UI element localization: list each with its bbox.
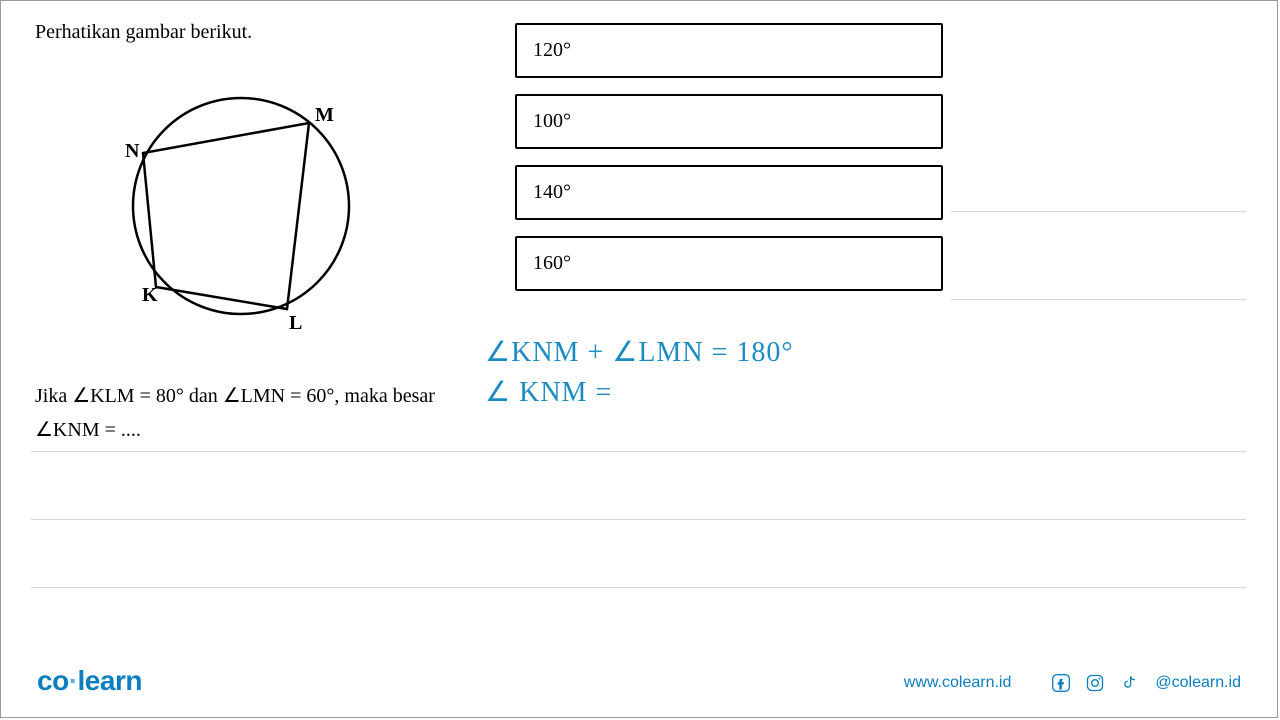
footer: co·learn www.colearn.id @colearn.id [1,657,1277,697]
vertex-label-l: L [289,312,302,334]
vertex-label-m: M [315,104,334,126]
diagram-circle [133,98,349,314]
logo-part-1: co [37,665,69,696]
ruled-line [31,587,1246,588]
question-line-2: ∠KNM = .... [35,419,141,441]
answer-option-a[interactable]: 120° [515,23,943,78]
handwritten-line-1: ∠KNM + ∠LMN = 180° [485,335,794,369]
footer-url[interactable]: www.colearn.id [904,674,1012,692]
vertex-label-n: N [125,140,140,162]
question-text: Jika ∠KLM = 80° dan ∠LMN = 60°, maka bes… [35,379,435,447]
ruled-line [951,299,1246,300]
answer-option-b-label: 100° [533,110,571,133]
answer-option-b[interactable]: 100° [515,94,943,149]
geometry-diagram: M N K L [121,61,361,361]
vertex-label-k: K [142,284,158,306]
footer-handle: @colearn.id [1155,674,1241,692]
ruled-line [951,211,1246,212]
diagram-quadrilateral [143,123,309,309]
answer-option-c-label: 140° [533,181,571,204]
answer-option-a-label: 120° [533,39,571,62]
ruled-line [31,519,1246,520]
brand-logo: co·learn [37,665,142,697]
answer-option-d[interactable]: 160° [515,236,943,291]
footer-right: www.colearn.id @colearn.id [904,673,1241,693]
question-line-1: Jika ∠KLM = 80° dan ∠LMN = 60°, maka bes… [35,385,435,407]
answer-options: 120° 100° 140° 160° [515,23,943,307]
facebook-icon[interactable] [1051,673,1071,693]
answer-option-c[interactable]: 140° [515,165,943,220]
handwritten-work: ∠KNM + ∠LMN = 180° ∠ KNM = [485,335,794,409]
tiktok-icon[interactable] [1119,673,1139,693]
page-frame: Perhatikan gambar berikut. M N K L Jika ∠KL… [0,0,1278,718]
logo-dot: · [69,665,78,696]
logo-part-2: learn [78,665,142,696]
prompt-text: Perhatikan gambar berikut. [35,21,252,44]
instagram-icon[interactable] [1085,673,1105,693]
handwritten-line-2: ∠ KNM = [485,375,794,409]
answer-option-d-label: 160° [533,252,571,275]
ruled-line [31,451,1246,452]
